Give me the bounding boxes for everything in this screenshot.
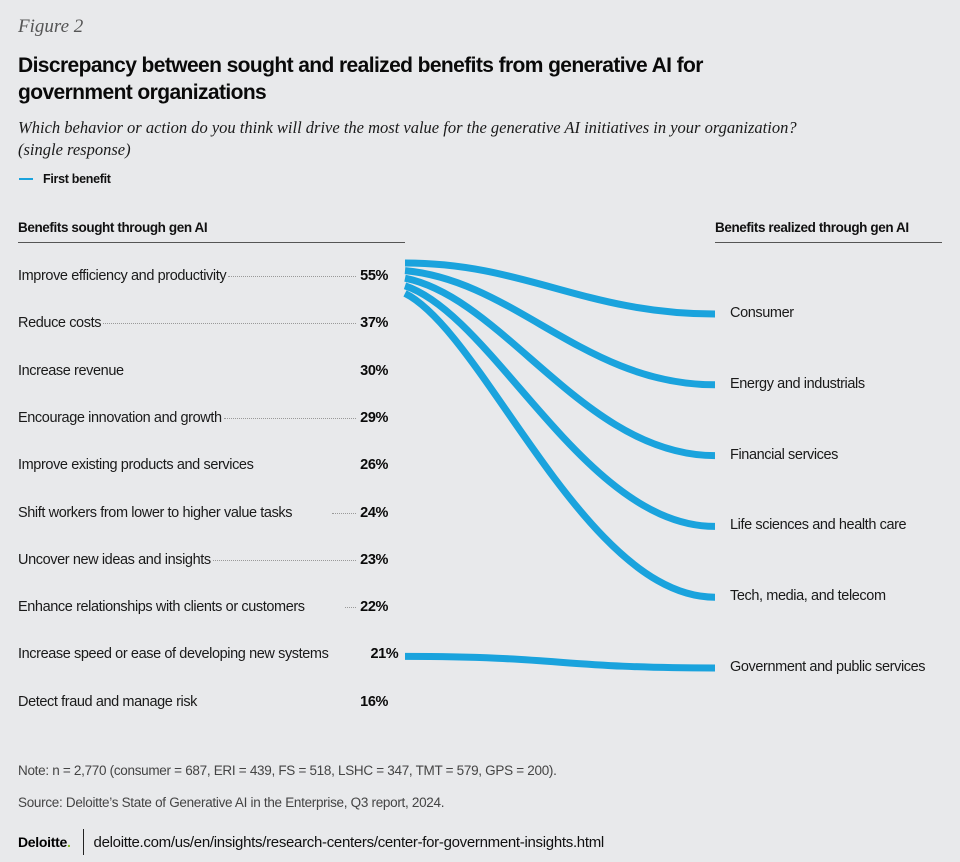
sought-value: 55% [360, 268, 388, 284]
legend-label: First benefit [43, 172, 111, 186]
sought-value: 23% [360, 551, 388, 568]
chart-note: Note: n = 2,770 (consumer = 687, ERI = 4… [18, 763, 557, 778]
chart-subtitle: Which behavior or action do you think wi… [18, 118, 797, 159]
realized-label: Government and public services [730, 659, 926, 675]
sought-row: Improve efficiency and productivity 55% [18, 268, 388, 288]
sought-label: Enhance relationships with clients or cu… [18, 599, 305, 616]
left-column-header: Benefits sought through gen AI [18, 220, 405, 243]
sought-label: Increase speed or ease of developing new… [18, 646, 329, 663]
sought-row: Uncover new ideas and insights 23% [18, 552, 388, 572]
flow-link [404, 259, 716, 318]
sought-value: 29% [360, 409, 388, 426]
realized-label: Financial services [730, 446, 839, 463]
sought-row: Detect fraud and manage risk 16% [18, 694, 388, 714]
sought-value: 22% [360, 599, 388, 616]
chart-source: Source: Deloitte’s State of Generative A… [18, 795, 445, 810]
realized-label: Life sciences and health care [730, 517, 907, 534]
flow-link [403, 282, 716, 530]
sought-row: Improve existing products and services 26… [18, 457, 388, 477]
sought-label: Increase revenue [18, 362, 124, 379]
sought-value: 24% [360, 504, 388, 521]
sought-row: Enhance relationships with clients or cu… [18, 599, 388, 619]
sought-row: Shift workers from lower to higher value… [18, 505, 388, 525]
footer-url-link[interactable]: deloitte.com/us/en/insights/research-cen… [93, 833, 605, 851]
sought-value: 26% [360, 457, 388, 474]
footer-divider [82, 829, 84, 855]
sought-row: Increase speed or ease of developing new… [18, 646, 399, 666]
legend-swatch [19, 178, 33, 180]
flow-link [404, 274, 716, 460]
sought-value: 21% [370, 646, 399, 663]
right-column-header: Benefits realized through gen AI [715, 220, 942, 243]
leader-dots [103, 322, 356, 325]
flow-link [404, 652, 716, 672]
sought-row: Increase revenue 30% [18, 363, 388, 383]
leader-dots [228, 275, 356, 277]
sought-label: Uncover new ideas and insights [18, 551, 211, 568]
figure-label: Figure 2 [18, 16, 84, 37]
leader-dots [332, 512, 356, 514]
flow-link [403, 290, 716, 601]
flow-link [404, 267, 716, 389]
sought-label: Improve efficiency and productivity [18, 268, 227, 284]
leader-dots [212, 559, 356, 561]
sought-label: Encourage innovation and growth [18, 409, 222, 426]
sought-label: Shift workers from lower to higher value… [18, 504, 293, 521]
deloitte-logo: Deloitte. [18, 834, 71, 850]
sought-label: Reduce costs [18, 315, 102, 332]
sought-row: Encourage innovation and growth 29% [18, 410, 388, 430]
footer: Deloitte. deloitte.com/us/en/insights/re… [18, 829, 604, 855]
sought-row: Reduce costs 37% [18, 315, 388, 335]
chart-title: Discrepancy between sought and realized … [18, 54, 703, 104]
sought-value: 37% [360, 315, 388, 332]
realized-label: Consumer [730, 305, 794, 321]
sought-value: 30% [360, 362, 388, 379]
realized-label: Tech, media, and telecom [730, 588, 886, 605]
leader-dots [344, 606, 356, 609]
realized-label: Energy and industrials [730, 375, 865, 392]
sought-label: Detect fraud and manage risk [18, 693, 198, 710]
leader-dots [223, 417, 356, 419]
legend: First benefit [19, 172, 111, 186]
sought-label: Improve existing products and services [18, 457, 254, 474]
sought-value: 16% [360, 693, 388, 710]
